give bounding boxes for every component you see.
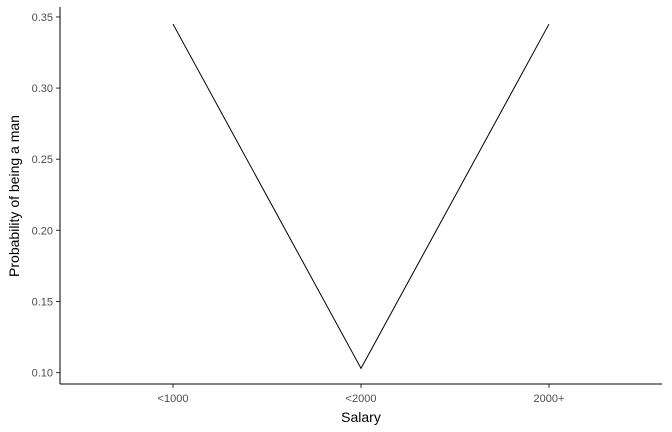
series-group [172,23,550,370]
x-tick-label: <1000 [158,393,189,405]
y-tick-label: 0.35 [32,12,53,24]
y-axis-ticks: 0.10 0.15 0.20 0.25 0.30 0.35 [32,12,60,380]
x-axis-ticks: <1000 <2000 2000+ [158,384,565,405]
series-line [172,23,550,370]
y-tick-label: 0.30 [32,83,53,95]
x-tick-label: <2000 [346,393,377,405]
y-tick-label: 0.25 [32,154,53,166]
y-tick-label: 0.10 [32,368,53,380]
x-tick-label: 2000+ [534,393,565,405]
x-axis-title: Salary [341,409,381,425]
y-tick-label: 0.15 [32,296,53,308]
y-axis-title: Probability of being a man [6,115,22,277]
y-tick-label: 0.20 [32,225,53,237]
